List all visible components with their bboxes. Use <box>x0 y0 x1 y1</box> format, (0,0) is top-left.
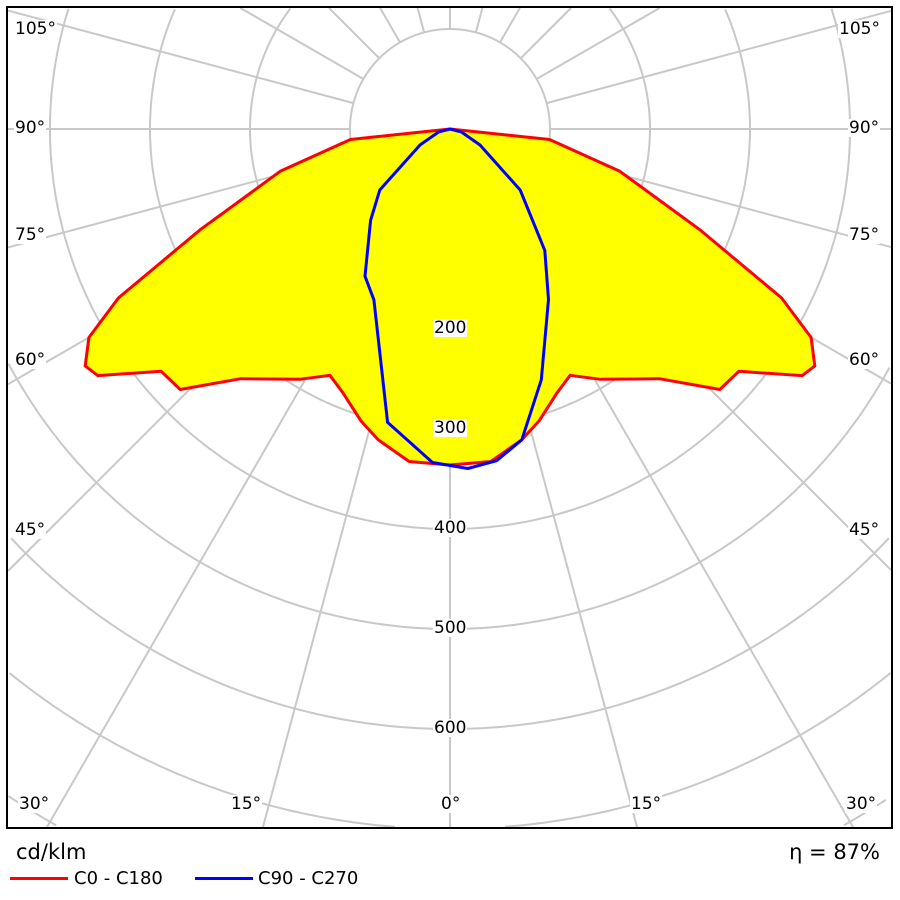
radial-tick-label: 200 <box>433 318 468 338</box>
angle-label: 15° <box>630 794 663 814</box>
angle-label: 105° <box>14 19 57 39</box>
angle-label: 60° <box>14 350 47 370</box>
grid-circle <box>10 537 890 730</box>
angle-label: 45° <box>14 520 47 540</box>
grid-circle <box>7 363 891 630</box>
legend-label-c90: C90 - C270 <box>258 868 359 889</box>
angle-label: 75° <box>14 225 47 245</box>
angle-label-right: 105° <box>838 19 881 39</box>
angle-label-right: 90° <box>848 118 881 138</box>
grid-spoke <box>536 7 661 80</box>
legend-swatch-c0 <box>10 877 68 880</box>
grid-circle <box>8 672 892 828</box>
angle-label: 15° <box>230 794 263 814</box>
radial-tick-label: 400 <box>433 518 468 538</box>
angle-label-right: 60° <box>848 350 881 370</box>
grid-spoke <box>499 7 521 43</box>
radial-tick-label: 300 <box>433 418 468 438</box>
radial-tick-label: 500 <box>433 618 468 638</box>
angle-label: 30° <box>18 794 51 814</box>
grid-spoke <box>416 7 426 33</box>
unit-label: cd/klm <box>16 840 87 864</box>
angle-label: 30° <box>845 794 878 814</box>
grid-spoke <box>546 9 892 105</box>
grid-spoke <box>7 9 354 105</box>
grid-spoke <box>520 7 572 59</box>
angle-label-right: 45° <box>848 520 881 540</box>
grid-spoke <box>474 7 484 33</box>
efficiency-label: η = 87% <box>789 840 880 864</box>
grid-spoke <box>379 7 401 43</box>
grid-spoke <box>239 7 364 80</box>
angle-label: 90° <box>14 118 47 138</box>
angle-label: 0° <box>440 794 462 814</box>
angle-label-right: 75° <box>848 225 881 245</box>
grid-spoke <box>328 7 380 59</box>
legend-label-c0: C0 - C180 <box>74 868 163 889</box>
radial-tick-label: 600 <box>433 718 468 738</box>
series-curve-1 <box>363 127 550 470</box>
legend-swatch-c90 <box>195 877 253 880</box>
plot-frame <box>6 6 893 829</box>
series-curve-0 <box>83 127 817 467</box>
